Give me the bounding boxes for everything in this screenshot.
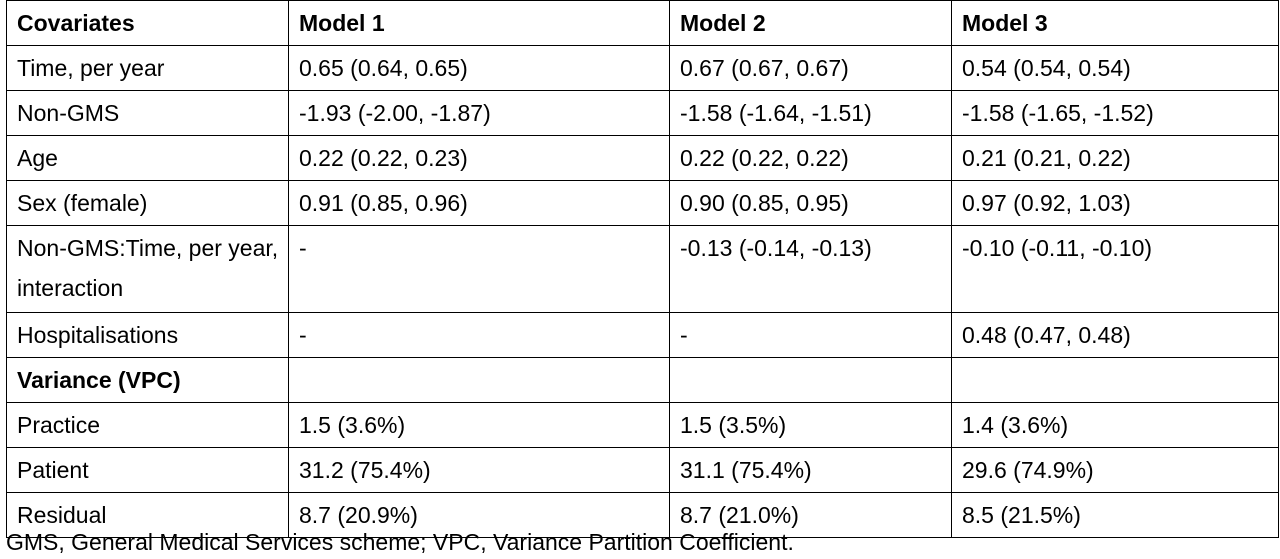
cell-model-3: 8.5 (21.5%)	[951, 492, 1279, 538]
table-row: Age 0.22 (0.22, 0.23) 0.22 (0.22, 0.22) …	[6, 135, 1279, 181]
cell-model-1	[288, 357, 670, 403]
cell-model-2: 1.5 (3.5%)	[669, 402, 952, 448]
cell-model-3	[951, 357, 1279, 403]
cell-model-2: -1.58 (-1.64, -1.51)	[669, 90, 952, 136]
cell-model-3: -1.58 (-1.65, -1.52)	[951, 90, 1279, 136]
cell-model-3: 0.21 (0.21, 0.22)	[951, 135, 1279, 181]
table-header-row: Covariates Model 1 Model 2 Model 3	[6, 0, 1279, 46]
cell-model-2: 0.67 (0.67, 0.67)	[669, 45, 952, 91]
row-label: Practice	[6, 402, 289, 448]
cell-model-3: 0.97 (0.92, 1.03)	[951, 180, 1279, 226]
cell-model-2: 0.22 (0.22, 0.22)	[669, 135, 952, 181]
table-row: Non-GMS:Time, per year, interaction - -0…	[6, 225, 1279, 313]
table-row: Practice 1.5 (3.6%) 1.5 (3.5%) 1.4 (3.6%…	[6, 402, 1279, 448]
cell-model-1: 31.2 (75.4%)	[288, 447, 670, 493]
table-row: Hospitalisations - - 0.48 (0.47, 0.48)	[6, 312, 1279, 358]
row-label: Time, per year	[6, 45, 289, 91]
cell-model-1: -1.93 (-2.00, -1.87)	[288, 90, 670, 136]
table-row: Residual 8.7 (20.9%) 8.7 (21.0%) 8.5 (21…	[6, 492, 1279, 538]
table-row: Time, per year 0.65 (0.64, 0.65) 0.67 (0…	[6, 45, 1279, 91]
row-label: Age	[6, 135, 289, 181]
cell-model-3: 1.4 (3.6%)	[951, 402, 1279, 448]
cell-model-1: 0.22 (0.22, 0.23)	[288, 135, 670, 181]
cell-model-1: 8.7 (20.9%)	[288, 492, 670, 538]
cell-model-2: 0.90 (0.85, 0.95)	[669, 180, 952, 226]
row-label: Residual	[6, 492, 289, 538]
section-label-variance: Variance (VPC)	[6, 357, 289, 403]
row-label: Non-GMS	[6, 90, 289, 136]
cell-model-3: 0.54 (0.54, 0.54)	[951, 45, 1279, 91]
table-row: Patient 31.2 (75.4%) 31.1 (75.4%) 29.6 (…	[6, 447, 1279, 493]
header-covariates: Covariates	[6, 0, 289, 46]
cell-model-3: 29.6 (74.9%)	[951, 447, 1279, 493]
cell-model-2: -0.13 (-0.14, -0.13)	[669, 225, 952, 313]
header-model-3: Model 3	[951, 0, 1279, 46]
table-section-row: Variance (VPC)	[6, 357, 1279, 403]
header-model-1: Model 1	[288, 0, 670, 46]
cell-model-2: 31.1 (75.4%)	[669, 447, 952, 493]
table-footnote: GMS, General Medical Services scheme; VP…	[6, 529, 794, 555]
row-label: Hospitalisations	[6, 312, 289, 358]
row-label: Non-GMS:Time, per year, interaction	[6, 225, 289, 313]
cell-model-2: -	[669, 312, 952, 358]
cell-model-1: 0.91 (0.85, 0.96)	[288, 180, 670, 226]
table-row: Sex (female) 0.91 (0.85, 0.96) 0.90 (0.8…	[6, 180, 1279, 226]
results-table: Covariates Model 1 Model 2 Model 3 Time,…	[6, 0, 1279, 538]
header-model-2: Model 2	[669, 0, 952, 46]
cell-model-3: 0.48 (0.47, 0.48)	[951, 312, 1279, 358]
cell-model-2: 8.7 (21.0%)	[669, 492, 952, 538]
cell-model-2	[669, 357, 952, 403]
row-label: Sex (female)	[6, 180, 289, 226]
cell-model-3: -0.10 (-0.11, -0.10)	[951, 225, 1279, 313]
cell-model-1: 1.5 (3.6%)	[288, 402, 670, 448]
cell-model-1: -	[288, 312, 670, 358]
cell-model-1: -	[288, 225, 670, 313]
cell-model-1: 0.65 (0.64, 0.65)	[288, 45, 670, 91]
row-label: Patient	[6, 447, 289, 493]
table-row: Non-GMS -1.93 (-2.00, -1.87) -1.58 (-1.6…	[6, 90, 1279, 136]
